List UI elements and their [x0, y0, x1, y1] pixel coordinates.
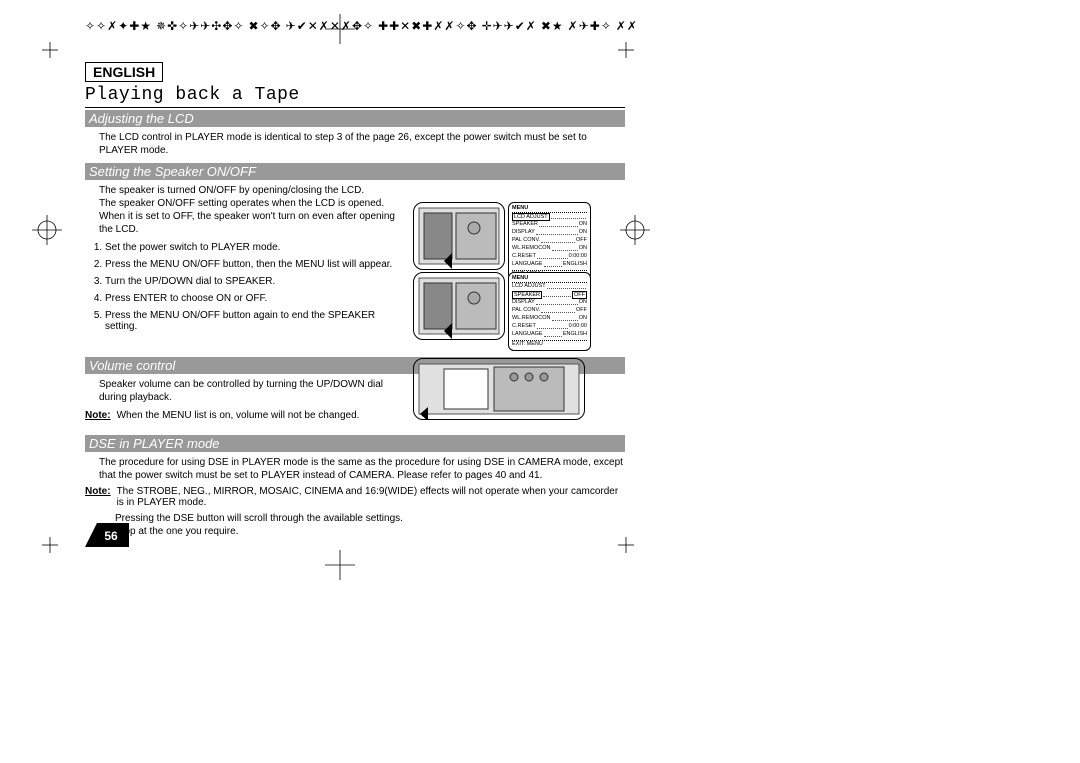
- speaker-steps: Set the power switch to PLAYER mode. Pre…: [87, 242, 405, 332]
- page-number-badge: 56: [85, 523, 129, 547]
- adjusting-text: The LCD control in PLAYER mode is identi…: [99, 131, 625, 157]
- volume-text: Speaker volume can be controlled by turn…: [99, 378, 399, 404]
- page-title: Playing back a Tape: [85, 85, 625, 108]
- camera-illustration-1: [413, 202, 505, 270]
- header-filename: ✧✧✗✦✚★ ✵✜✧✈✈✣✥✧ ✖✧✥ ✈✔✕✗✕✗✥✧ ✚✚✕✖✚✗✗✧✥ ✛…: [85, 19, 638, 34]
- section-dse: DSE in PLAYER mode: [85, 435, 625, 452]
- dse-after: Pressing the DSE button will scroll thro…: [115, 512, 625, 538]
- section-speaker: Setting the Speaker ON/OFF: [85, 163, 625, 180]
- dse-text: The procedure for using DSE in PLAYER mo…: [99, 456, 625, 482]
- language-box: ENGLISH: [85, 62, 163, 82]
- speaker-intro: The speaker is turned ON/OFF by opening/…: [99, 184, 399, 236]
- step-2: Press the MENU ON/OFF button, then the M…: [105, 259, 405, 270]
- volume-note-label: Note:: [85, 410, 111, 421]
- section-adjusting-lcd: Adjusting the LCD: [85, 110, 625, 127]
- menu-display-1: MENULCD ADJUSTSPEAKERONDISPLAYONPAL CONV…: [508, 202, 591, 281]
- step-5: Press the MENU ON/OFF button again to en…: [105, 310, 405, 332]
- svg-text:56: 56: [104, 529, 118, 543]
- dse-note-text: The STROBE, NEG., MIRROR, MOSAIC, CINEMA…: [117, 486, 625, 508]
- step-3: Turn the UP/DOWN dial to SPEAKER.: [105, 276, 405, 287]
- step-1: Set the power switch to PLAYER mode.: [105, 242, 405, 253]
- dse-note-label: Note:: [85, 486, 111, 508]
- volume-illustration: [413, 358, 585, 420]
- camera-illustration-2: [413, 272, 505, 340]
- step-4: Press ENTER to choose ON or OFF.: [105, 293, 405, 304]
- menu-display-2: MENULCD ADJUSTSPEAKEROFFDISPLAYONPAL CON…: [508, 272, 591, 351]
